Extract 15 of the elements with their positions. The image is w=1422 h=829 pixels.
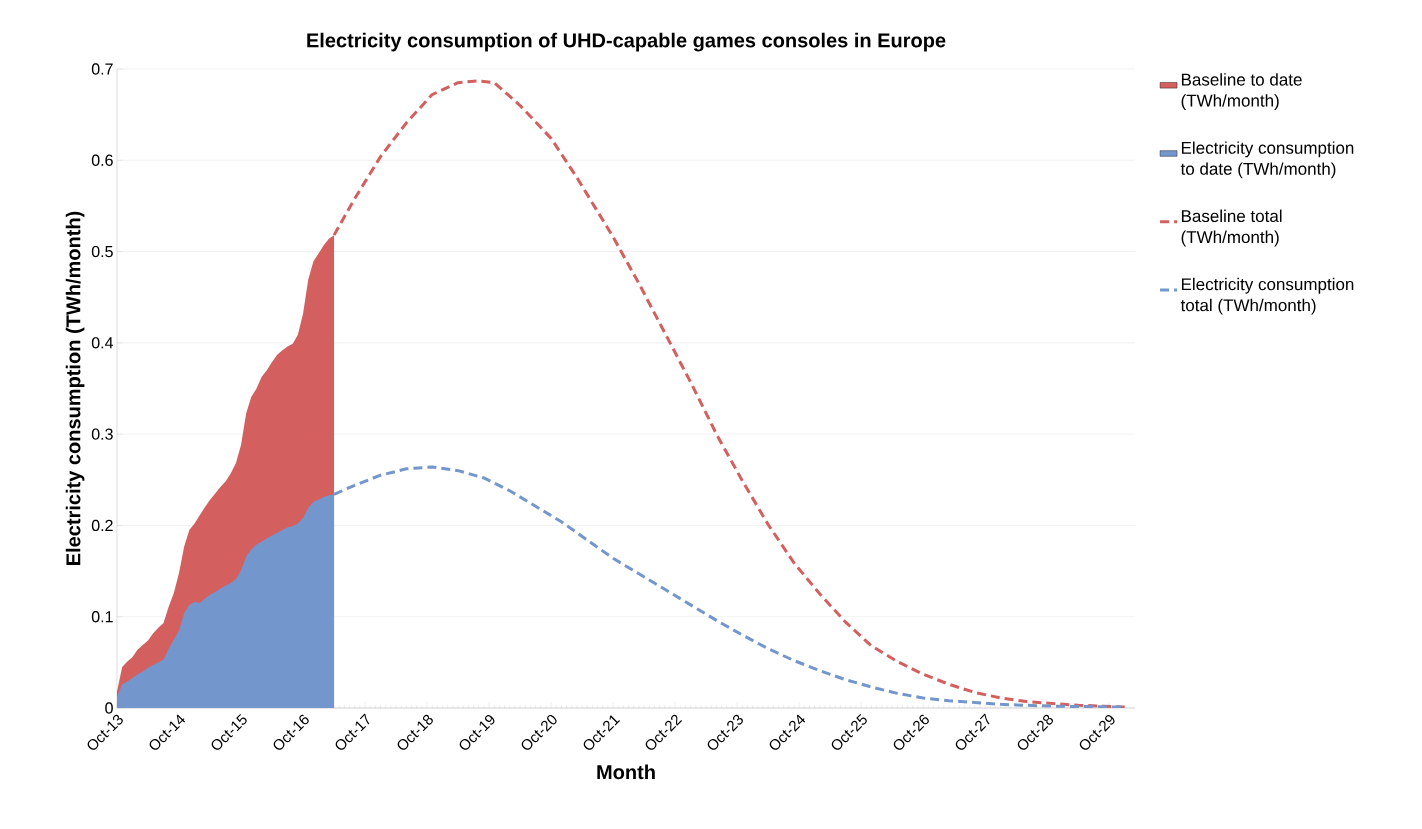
y-tick-label: 0.3 — [91, 428, 113, 440]
y-tick-label: 0.1 — [91, 611, 113, 623]
legend-label: Electricity consumption total (TWh/month) — [1180, 277, 1354, 315]
x-axis-title: Month — [597, 764, 655, 780]
legend-label: Baseline to date (TWh/month) — [1181, 73, 1302, 111]
y-tick-label: 0.6 — [91, 154, 113, 166]
y-axis-title: Electricity consumption (TWh/month) — [65, 211, 85, 565]
legend-label: Baseline total (TWh/month) — [1181, 209, 1282, 247]
y-tick-label: 0.4 — [91, 337, 114, 349]
chart-title: Electricity consumption of UHD-capable games consoles in Europe — [307, 32, 946, 52]
y-tick-label: 0 — [105, 702, 113, 714]
y-tick-label: 0.7 — [91, 63, 113, 75]
y-tick-label: 0.2 — [91, 519, 113, 532]
legend-label: Electricity consumption to date (TWh/month) — [1180, 141, 1354, 179]
y-tick-label: 0.5 — [91, 245, 113, 258]
